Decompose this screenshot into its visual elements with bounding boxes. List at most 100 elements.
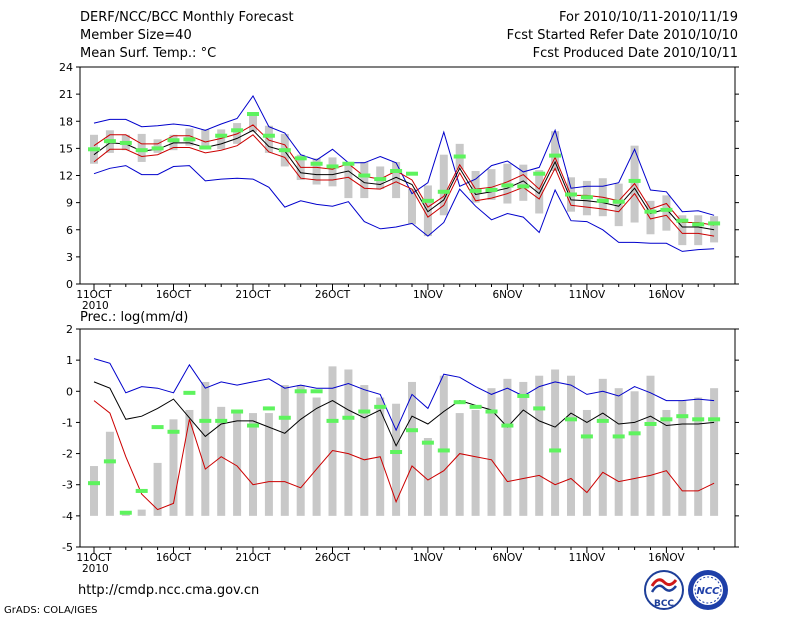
prec-control-marker — [278, 415, 291, 420]
prec-spread-bar — [408, 381, 416, 516]
prec-spread-bar — [392, 403, 401, 516]
prec-control-marker — [628, 431, 641, 436]
prec-xtick-label: 11NOV — [569, 552, 606, 564]
grads-credit: GrADS: COLA/IGES — [4, 605, 98, 616]
temp-spread-bar — [328, 157, 337, 187]
temp-control-marker — [533, 171, 546, 176]
prec-control-marker — [549, 448, 562, 453]
prec-spread-bar — [280, 385, 289, 516]
temp-spread-bar — [137, 133, 146, 162]
prec-series-lower — [93, 400, 715, 511]
prec-xtick-label: 26OCT — [315, 552, 351, 564]
prec-control-marker — [103, 459, 116, 464]
temp-control-marker — [103, 139, 116, 144]
prec-spread-bar — [423, 438, 432, 516]
prec-spread-bar — [185, 409, 194, 516]
prec-spread-bar — [710, 388, 719, 516]
prec-xtick-label: 16NOV — [648, 552, 685, 564]
prec-spread-bar — [630, 391, 639, 516]
prec-spread-bar — [169, 419, 178, 516]
temp-ytick-label: 15 — [59, 142, 73, 155]
temp-xtick-label: 21OCT — [235, 289, 271, 301]
temp-ytick-label: 3 — [66, 251, 73, 264]
temp-control-marker — [358, 173, 371, 178]
prec-control-marker — [517, 393, 530, 398]
temp-control-marker — [676, 218, 689, 223]
temp-series-ens-mean — [93, 129, 715, 231]
temp-control-marker — [326, 164, 339, 169]
prec-xtick-label: 11OCT — [76, 552, 112, 564]
prec-spread-bar — [264, 413, 273, 516]
prec-control-marker — [310, 389, 323, 394]
temp-panel: 0 3 6 9 12 15 18 21 24 11OCT 16OCT 21OCT 26OCT 1NOV 6N… — [59, 61, 739, 312]
prec-control-marker — [231, 409, 244, 414]
prec-spread-bar — [678, 400, 687, 516]
temp-control-marker — [247, 112, 259, 117]
temp-control-marker — [342, 161, 355, 166]
forecast-produced-date: Fcst Produced Date 2010/10/11 — [532, 46, 738, 61]
temp-control-marker — [517, 184, 530, 189]
temp-control-marker — [692, 222, 705, 227]
prec-control-marker — [596, 418, 609, 423]
temp-control-marker — [215, 133, 228, 138]
temp-spread-bar — [249, 114, 257, 133]
prec-spread-bar — [439, 375, 448, 516]
prec-xtick-label: 16OCT — [156, 552, 192, 564]
prec-spread-bar — [646, 375, 655, 516]
prec-plot-frame — [79, 328, 736, 548]
prec-ytick-label: 0 — [66, 385, 73, 398]
prec-spread-bar — [455, 413, 464, 516]
prec-spread-bar — [312, 397, 321, 516]
temp-spread-bar — [344, 161, 353, 199]
prec-spread-bar — [582, 409, 591, 516]
temp-control-marker — [278, 148, 291, 153]
temp-ytick-label: 12 — [59, 170, 73, 183]
temp-xtick-label: 1NOV — [413, 289, 444, 301]
temp-spread-bar — [471, 170, 480, 203]
temp-spread-bar — [392, 161, 401, 199]
prec-spread-bar — [137, 509, 146, 516]
prec-spread-bar — [105, 431, 114, 516]
temp-control-marker — [119, 140, 132, 145]
prec-control-marker — [183, 390, 196, 395]
prec-control-marker — [326, 418, 339, 423]
temp-control-marker — [310, 161, 323, 166]
temperature-variable-label: Mean Surf. Temp.: °C — [80, 46, 217, 61]
prec-control-marker — [151, 425, 164, 430]
temp-ytick-label: 18 — [59, 115, 73, 128]
prec-spread-bar — [328, 366, 337, 516]
ncc-logo: NCC — [688, 570, 728, 610]
temp-control-marker — [485, 187, 498, 192]
temp-xtick-label: 26OCT — [315, 289, 351, 301]
temp-control-marker — [262, 133, 275, 138]
temp-spread-bar — [646, 200, 655, 235]
source-url[interactable]: http://cmdp.ncc.cma.gov.cn — [78, 583, 260, 598]
prec-series-ens-mean — [93, 381, 715, 447]
prec-control-markers — [88, 389, 721, 515]
member-size: Member Size=40 — [80, 28, 192, 43]
prec-spread-bar — [471, 409, 480, 516]
prec-ytick-label: -3 — [62, 479, 73, 492]
prec-spread-bar — [90, 466, 98, 516]
temp-xtick-label: 6NOV — [492, 289, 523, 301]
temp-spread-bar — [217, 129, 226, 150]
temp-control-marker — [580, 195, 593, 200]
temp-control-marker — [183, 137, 196, 142]
prec-xtick-label: 1NOV — [413, 552, 444, 564]
temp-ytick-label: 9 — [66, 197, 73, 210]
temp-spread-bar — [264, 125, 273, 153]
prec-spread-bar — [153, 462, 162, 516]
temp-control-marker — [406, 171, 418, 176]
prec-ytick-label: 1 — [66, 354, 73, 367]
temp-ytick-label: 0 — [66, 278, 73, 291]
prec-spread-bar — [344, 369, 353, 516]
prec-control-marker — [215, 418, 228, 423]
prec-spread-bar — [217, 406, 226, 516]
prec-ytick-label: -4 — [62, 510, 73, 523]
prec-spread-bar — [535, 375, 544, 516]
temp-control-marker — [565, 192, 577, 197]
temp-control-marker — [199, 145, 212, 150]
prec-control-marker — [501, 423, 514, 428]
prec-control-marker — [692, 417, 705, 422]
